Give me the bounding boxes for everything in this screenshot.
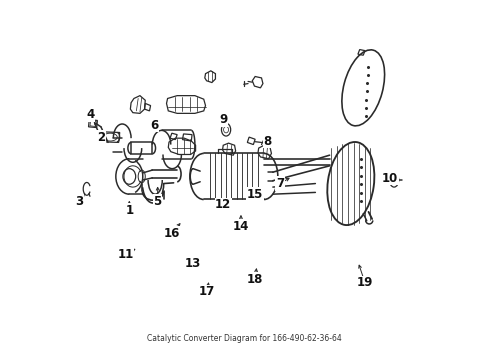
Bar	[131, 143, 152, 154]
Text: 5: 5	[153, 195, 162, 208]
Text: 6: 6	[150, 118, 158, 131]
Text: 10: 10	[381, 172, 397, 185]
Text: 13: 13	[184, 257, 201, 270]
Text: 18: 18	[246, 273, 263, 286]
Text: 3: 3	[76, 195, 83, 208]
Text: 11: 11	[118, 248, 134, 261]
Text: 12: 12	[215, 198, 231, 211]
Text: 7: 7	[275, 177, 284, 190]
Text: 17: 17	[199, 285, 215, 298]
Text: 14: 14	[232, 220, 248, 233]
Text: 1: 1	[125, 204, 133, 217]
Text: 19: 19	[356, 276, 372, 289]
Text: 16: 16	[163, 227, 180, 240]
Text: 2: 2	[97, 131, 105, 144]
Text: 15: 15	[246, 188, 263, 201]
Text: Catalytic Converter Diagram for 166-490-62-36-64: Catalytic Converter Diagram for 166-490-…	[147, 334, 341, 343]
Text: 4: 4	[86, 108, 94, 121]
Text: 8: 8	[263, 135, 271, 148]
Text: 9: 9	[219, 113, 227, 126]
